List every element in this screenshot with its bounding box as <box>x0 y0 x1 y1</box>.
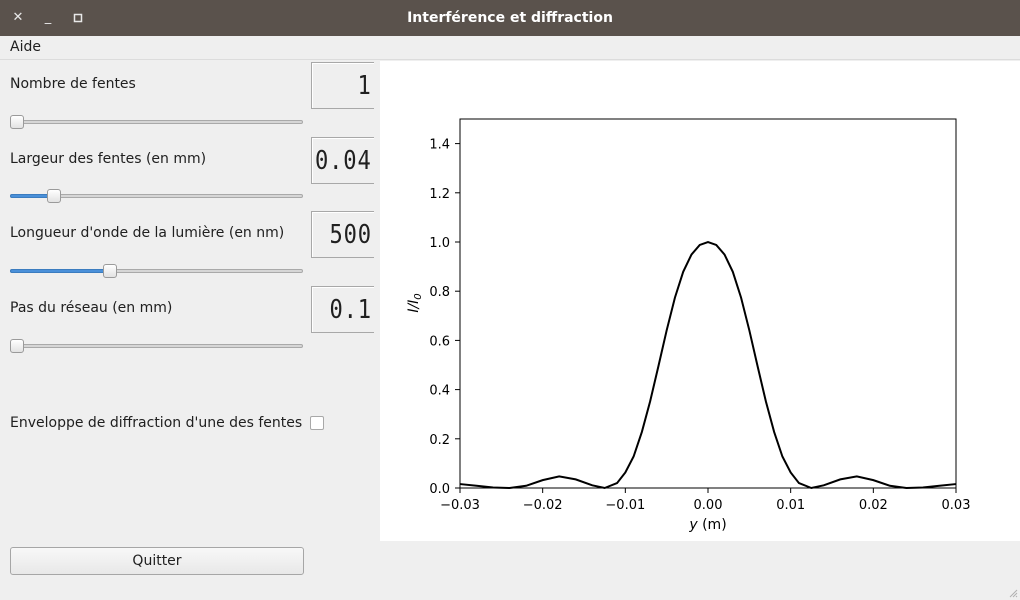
slits-slider[interactable] <box>10 115 303 129</box>
slits-display-value: 1 <box>357 71 372 101</box>
y-tick-label: 1.0 <box>429 236 450 251</box>
x-axis-label-var: y <box>688 517 698 533</box>
plot-canvas: −0.03 −0.02 −0.01 0.00 0.01 0.02 0.03 0.0 0.2 0.4… <box>380 61 1020 541</box>
y-tick-label: 0.8 <box>429 285 450 300</box>
wavelength-label: Longueur d'onde de la lumière (en nm) <box>10 225 285 241</box>
y-tick-label: 1.4 <box>429 138 450 153</box>
x-tick-label: −0.03 <box>440 498 480 513</box>
intensity-chart: −0.03 −0.02 −0.01 0.00 0.01 0.02 0.03 0.0 0.2 0.4… <box>406 118 970 533</box>
width-display-value: 0.04 <box>315 146 372 176</box>
y-tick-label: 0.4 <box>429 384 450 399</box>
x-tick-label: 0.00 <box>694 498 723 513</box>
y-tick-label: 1.2 <box>429 187 450 202</box>
y-tick-label: 0.6 <box>429 334 450 349</box>
ticks-layer: −0.03 −0.02 −0.01 0.00 0.01 0.02 0.03 0.0 0.2 0.4… <box>429 138 970 513</box>
x-tick-label: 0.02 <box>859 498 888 513</box>
close-icon[interactable]: ✕ <box>12 10 24 25</box>
wavelength-slider-handle[interactable] <box>103 264 117 278</box>
pitch-display-value: 0.1 <box>329 295 372 325</box>
pitch-slider[interactable] <box>10 339 303 353</box>
resize-grip-icon[interactable] <box>1008 588 1018 598</box>
intensity-curve <box>459 240 957 490</box>
wavelength-slider[interactable] <box>10 264 303 278</box>
pitch-slider-groove <box>10 344 303 348</box>
slits-slider-handle[interactable] <box>10 115 24 129</box>
y-tick-label: 0.0 <box>429 482 450 497</box>
window-title: Interférence et diffraction <box>407 10 613 26</box>
x-tick-label: 0.03 <box>942 498 971 513</box>
x-axis-label: y (m) <box>688 517 726 533</box>
menu-bar: Aide <box>0 36 1020 60</box>
wavelength-display-value: 500 <box>329 220 372 250</box>
y-tick-label: 0.2 <box>429 433 450 448</box>
x-tick-label: 0.01 <box>776 498 805 513</box>
title-bar: ✕ _ Interférence et diffraction <box>0 0 1020 36</box>
envelope-checkbox[interactable] <box>310 416 324 430</box>
width-label: Largeur des fentes (en mm) <box>10 151 207 167</box>
menu-help[interactable]: Aide <box>10 39 41 55</box>
slits-slider-groove <box>10 120 303 124</box>
x-axis-label-unit: (m) <box>698 517 727 533</box>
pitch-slider-handle[interactable] <box>10 339 24 353</box>
wavelength-slider-fill <box>10 269 110 273</box>
x-tick-label: −0.01 <box>605 498 645 513</box>
width-slider[interactable] <box>10 189 303 203</box>
pitch-display: 0.1 <box>311 286 374 333</box>
slits-display: 1 <box>311 62 374 109</box>
quit-button[interactable]: Quitter <box>10 547 304 575</box>
plot-frame <box>459 118 957 489</box>
envelope-label: Enveloppe de diffraction d'une des fente… <box>10 415 303 431</box>
width-slider-handle[interactable] <box>47 189 62 203</box>
wavelength-display: 500 <box>311 211 374 258</box>
x-tick-label: −0.02 <box>523 498 563 513</box>
y-axis-label-sub: 0 <box>413 293 424 299</box>
y-axis-label: I/I0 <box>406 293 424 312</box>
width-display: 0.04 <box>311 137 374 184</box>
maximize-icon[interactable] <box>69 9 87 27</box>
pitch-label: Pas du réseau (en mm) <box>10 300 173 316</box>
slits-label: Nombre de fentes <box>10 76 136 92</box>
minimize-icon[interactable]: _ <box>44 10 52 25</box>
